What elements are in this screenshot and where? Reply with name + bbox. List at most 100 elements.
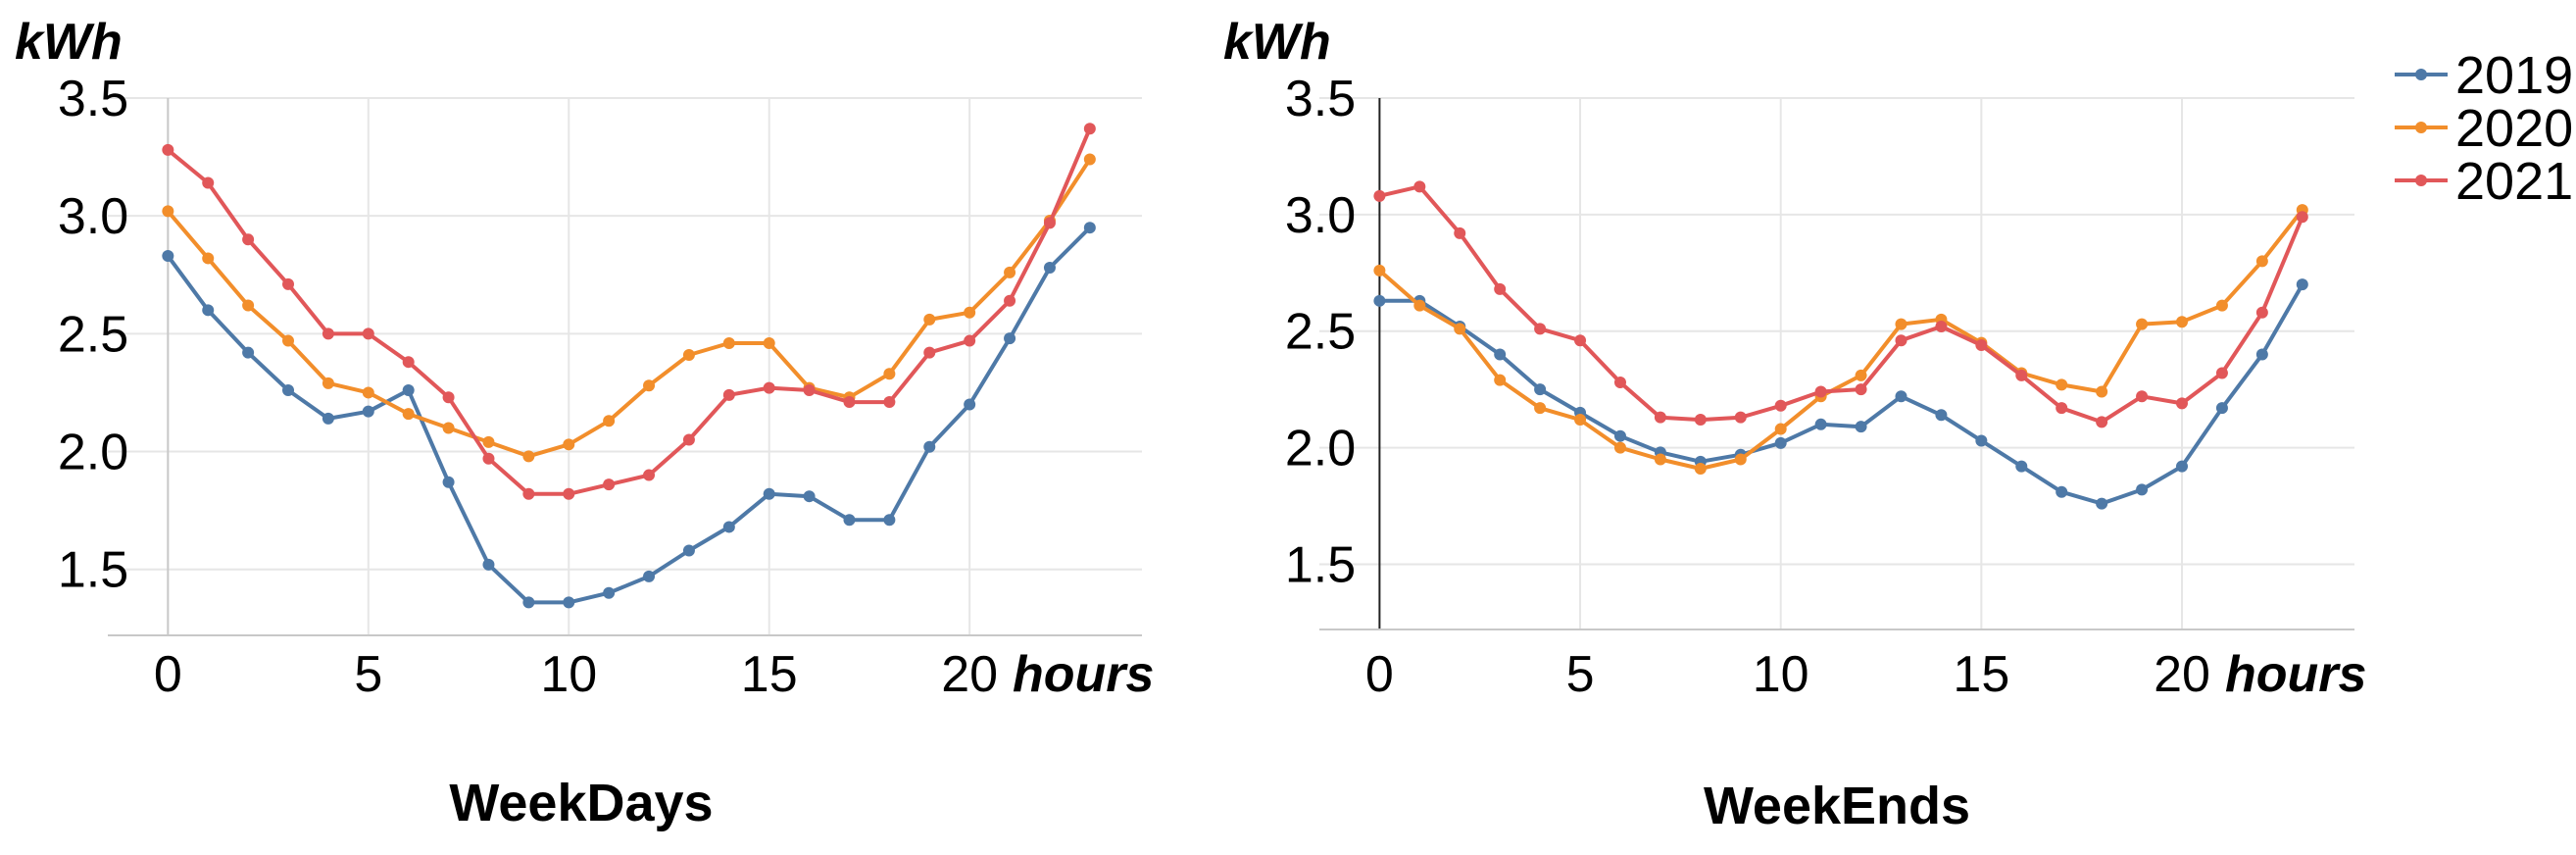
data-point	[1895, 390, 1907, 403]
data-point	[843, 396, 856, 409]
data-point	[482, 435, 495, 448]
data-point	[803, 490, 816, 503]
data-point	[1373, 294, 1386, 307]
y-tick-label: 2.0	[1285, 421, 1356, 478]
x-tick-label: 5	[1566, 646, 1595, 703]
data-point	[1043, 217, 1056, 229]
legend-label: 2019	[2455, 46, 2573, 105]
series-line-2020	[1378, 208, 2304, 471]
data-point	[1774, 436, 1787, 449]
data-point	[482, 558, 495, 571]
data-point	[1373, 264, 1386, 277]
data-point	[202, 252, 215, 265]
data-point	[923, 440, 936, 453]
legend-item-2020: 2020	[2395, 99, 2573, 158]
data-point	[643, 570, 656, 582]
data-point	[162, 205, 174, 218]
x-tick-label: 15	[1953, 646, 2009, 703]
data-point	[2255, 255, 2268, 268]
data-point	[2215, 402, 2228, 415]
data-point	[522, 596, 535, 609]
data-point	[1613, 377, 1626, 389]
data-point	[1694, 462, 1707, 475]
x-tick-label: 0	[154, 646, 182, 703]
data-point	[1694, 414, 1707, 427]
data-point	[682, 433, 695, 446]
data-point	[1935, 320, 1948, 332]
data-point	[964, 306, 976, 319]
data-point	[563, 596, 575, 609]
data-point	[2296, 278, 2308, 291]
data-point	[362, 405, 374, 418]
data-point	[2015, 460, 2028, 473]
y-tick-label: 1.5	[1285, 536, 1356, 593]
data-point	[482, 452, 495, 465]
weekdays-chart: 1.5 2.0 2.5 3.0 3.5 0 5 10 15 20 kWh hours WeekDays	[15, 14, 1154, 832]
data-point	[2215, 367, 2228, 379]
y-tick-label: 2.5	[58, 306, 128, 363]
data-point	[682, 348, 695, 361]
data-point	[883, 368, 896, 380]
data-point	[2255, 306, 2268, 319]
data-point	[2096, 497, 2108, 510]
data-point	[843, 514, 856, 527]
data-point	[563, 438, 575, 451]
data-point	[2215, 299, 2228, 312]
legend-item-2021: 2021	[2395, 152, 2573, 211]
y-tick-label: 3.5	[1285, 71, 1356, 127]
chart-title: WeekDays	[449, 774, 713, 832]
data-point	[643, 469, 656, 481]
data-point	[964, 398, 976, 411]
data-point	[1613, 429, 1626, 442]
legend-marker	[2415, 175, 2427, 186]
data-point	[1574, 414, 1587, 427]
series-2020	[1373, 204, 2308, 475]
data-point	[282, 334, 295, 347]
y-tick-label: 2.0	[58, 425, 128, 481]
data-point	[1494, 348, 1507, 361]
data-point	[1534, 323, 1547, 335]
data-point	[1083, 222, 1096, 234]
data-point	[2296, 211, 2308, 224]
x-tick-label: 0	[1365, 646, 1394, 703]
y-tick-label: 2.5	[1285, 304, 1356, 361]
data-point	[162, 250, 174, 263]
data-point	[1734, 411, 1747, 424]
series-2019	[1373, 278, 2308, 510]
data-point	[362, 327, 374, 340]
x-axis-unit-label: hours	[2225, 646, 2366, 703]
data-point	[442, 391, 455, 404]
y-tick-label: 3.0	[1285, 187, 1356, 244]
legend-label: 2020	[2455, 99, 2573, 158]
data-point	[322, 412, 334, 425]
data-point	[722, 336, 735, 349]
data-point	[1534, 383, 1547, 396]
data-point	[923, 313, 936, 326]
data-point	[1774, 399, 1787, 412]
data-point	[1494, 282, 1507, 295]
data-point	[1373, 189, 1386, 202]
data-point	[442, 422, 455, 434]
data-point	[282, 384, 295, 397]
series-2021	[162, 123, 1096, 500]
data-point	[1895, 334, 1907, 347]
data-point	[1494, 374, 1507, 386]
y-tick-label: 3.5	[58, 71, 128, 127]
y-tick-label: 3.0	[58, 188, 128, 245]
y-tick-label: 1.5	[58, 542, 128, 599]
chart-title: WeekEnds	[1704, 777, 1970, 835]
data-point	[883, 396, 896, 409]
series-line-2020	[166, 158, 1092, 459]
data-point	[2015, 369, 2028, 381]
legend-label: 2021	[2455, 152, 2573, 211]
data-point	[1004, 266, 1016, 278]
data-point	[883, 514, 896, 527]
data-point	[1413, 299, 1426, 312]
data-point	[1454, 323, 1466, 335]
data-point	[1083, 153, 1096, 166]
x-tick-label: 10	[1753, 646, 1809, 703]
x-tick-label: 15	[741, 646, 798, 703]
data-point	[1895, 318, 1907, 330]
data-point	[522, 450, 535, 463]
data-point	[643, 379, 656, 392]
